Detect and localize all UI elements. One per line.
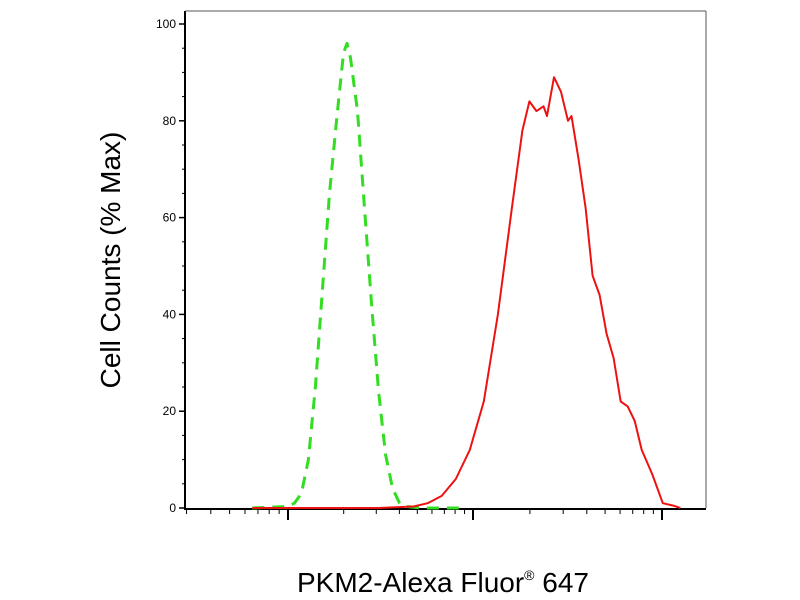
x-axis-label-suffix: 647 xyxy=(535,567,590,598)
series-layer xyxy=(252,41,681,510)
x-axis-label: PKM2-Alexa Fluor® 647 xyxy=(297,567,589,598)
y-axis-label: Cell Counts (% Max) xyxy=(95,132,126,389)
plot-frame xyxy=(184,10,707,510)
x-axis-label-main: PKM2-Alexa Fluor xyxy=(297,567,524,598)
y-tick-label: 80 xyxy=(163,114,177,128)
control-series-line xyxy=(252,41,463,510)
y-tick-label: 60 xyxy=(163,211,177,225)
x-axis-label-registered-mark: ® xyxy=(524,567,535,583)
y-tick-label: 0 xyxy=(169,501,176,515)
x-axis-ticks xyxy=(186,508,663,520)
y-tick-label: 20 xyxy=(163,404,177,418)
y-axis-ticks: 0 20 40 60 80 100 xyxy=(156,17,185,515)
y-tick-label: 100 xyxy=(156,17,176,31)
y-tick-label: 40 xyxy=(163,307,177,321)
pkm2-series-line xyxy=(252,76,681,509)
